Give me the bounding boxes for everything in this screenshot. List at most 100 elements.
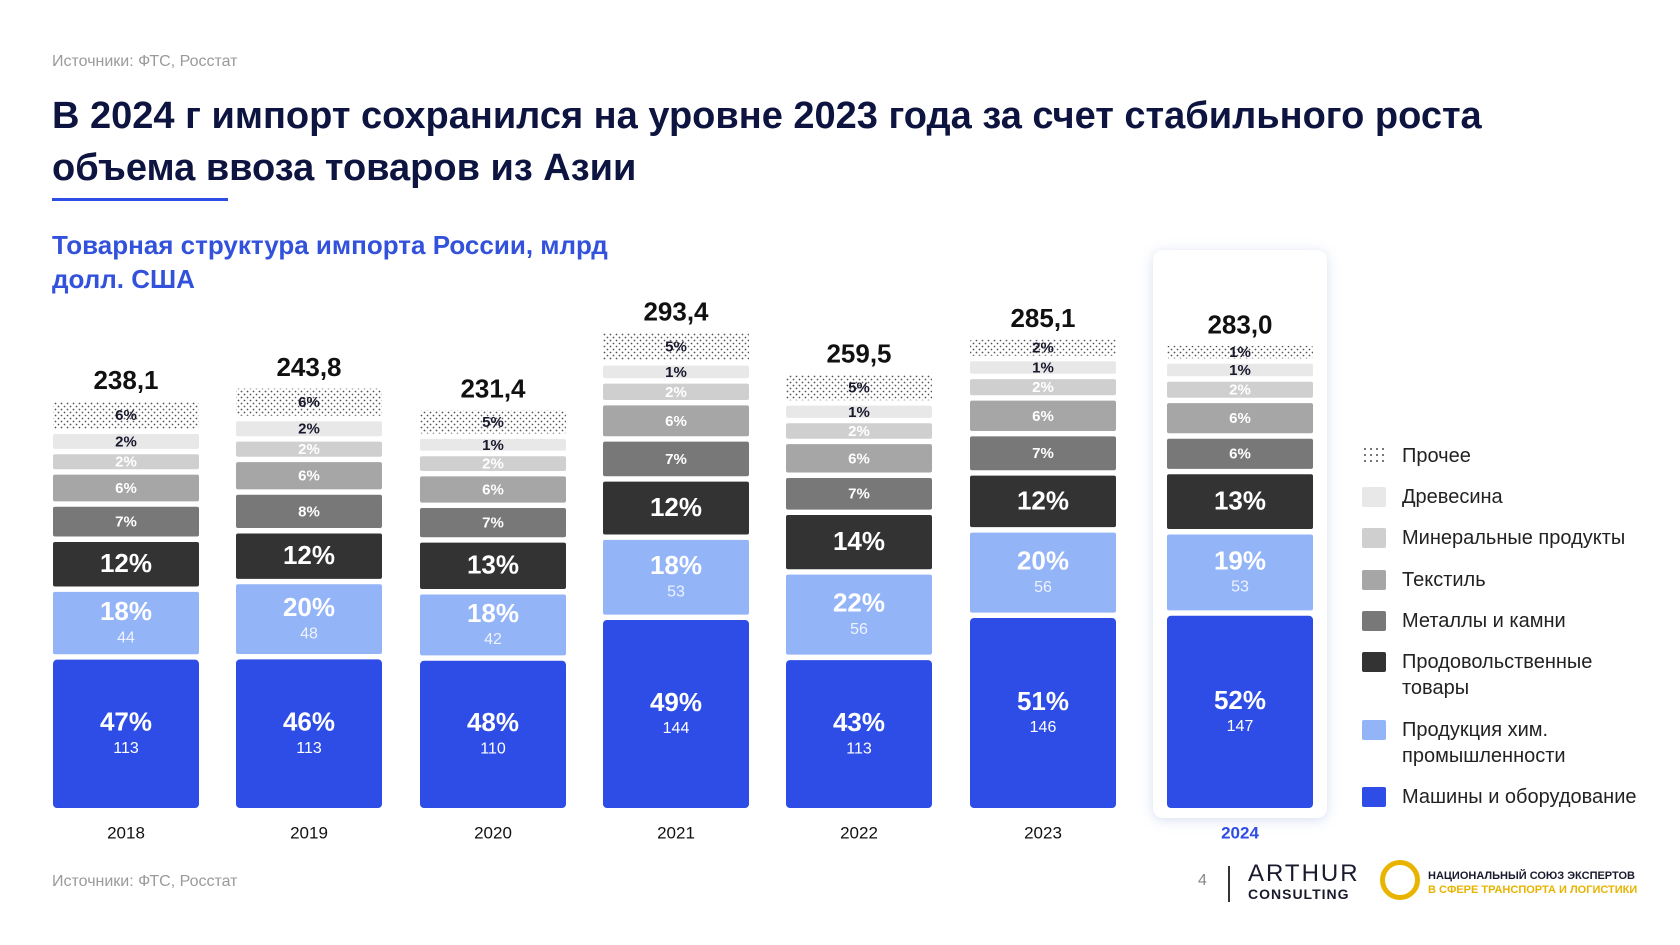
bar-segment — [236, 421, 382, 437]
data-label: 13% — [467, 550, 519, 580]
data-label: 2% — [665, 384, 687, 401]
title: В 2024 г импорт сохранился на уровне 202… — [52, 95, 1482, 189]
data-label: 6% — [298, 468, 320, 485]
data-label: 2% — [115, 454, 137, 471]
amount-label: 56 — [850, 621, 868, 638]
total-label: 259,5 — [826, 339, 891, 369]
separator — [1228, 866, 1230, 902]
data-label: 19% — [1214, 545, 1266, 575]
bar-segment — [1167, 403, 1313, 434]
legend-label: Металлы и камни — [1402, 610, 1566, 632]
legend-label: Древесина — [1402, 486, 1503, 508]
amount-label: 42 — [484, 631, 502, 648]
bar-segment — [420, 508, 566, 538]
data-label: 7% — [848, 486, 870, 503]
bar-segment — [603, 383, 749, 400]
data-label: 2% — [482, 456, 504, 473]
total-label: 238,1 — [93, 365, 158, 395]
bar-segment — [420, 542, 566, 590]
source: Источники: ФТС, Росстат — [52, 53, 238, 70]
legend-item: Продукция хим. промышленности — [1362, 717, 1662, 769]
legend-label: Продовольственные товары — [1402, 651, 1593, 699]
x-tick-label: 2018 — [107, 823, 145, 842]
legend-swatch — [1362, 446, 1386, 466]
data-label: 52% — [1214, 685, 1266, 715]
bar-segment — [970, 361, 1116, 374]
data-label: 18% — [467, 598, 519, 628]
data-label: 6% — [115, 480, 137, 497]
bar-segment — [603, 405, 749, 437]
bar-segment — [603, 481, 749, 535]
data-label: 6% — [1229, 410, 1251, 427]
bar-segment — [420, 476, 566, 503]
bar-segment — [53, 591, 199, 655]
bar-segment — [970, 400, 1116, 431]
bar-segment — [53, 541, 199, 587]
logo: ARTHUR CONSULTING — [1248, 862, 1360, 904]
total-label: 283,0 — [1207, 309, 1272, 339]
legend-item: Минеральные продукты — [1362, 525, 1662, 551]
total-label: 293,4 — [643, 296, 709, 326]
bar-segment — [53, 454, 199, 470]
page-number: 4 — [1198, 872, 1207, 889]
bar-segment — [420, 438, 566, 451]
logo-text: НАЦИОНАЛЬНЫЙ СОЮЗ ЭКСПЕРТОВ — [1428, 870, 1635, 882]
chart-title: Товарная структура импорта России, млрд … — [52, 230, 608, 294]
x-tick-label: 2024 — [1221, 823, 1259, 842]
data-label: 51% — [1017, 686, 1069, 716]
legend-swatch — [1362, 487, 1386, 507]
data-label: 2% — [1229, 382, 1251, 399]
legend-item: Продовольственные товары — [1362, 649, 1662, 701]
data-label: 8% — [298, 503, 320, 520]
bar-segment — [786, 660, 932, 808]
bar-segment — [236, 659, 382, 808]
total-label: 243,8 — [276, 352, 341, 382]
legend-swatch — [1362, 528, 1386, 548]
bar-segment — [603, 332, 749, 361]
logo: НАЦИОНАЛЬНЫЙ СОЮЗ ЭКСПЕРТОВ В СФЕРЕ ТРАН… — [1428, 869, 1637, 897]
bar-segment — [786, 405, 932, 418]
bar-segment — [786, 375, 932, 401]
legend-label: Продукция хим. промышленности — [1402, 719, 1566, 767]
data-label: 49% — [650, 687, 702, 717]
data-label: 12% — [100, 548, 152, 578]
legend-label: Текстиль — [1402, 569, 1486, 591]
data-label: 14% — [833, 526, 885, 556]
data-label: 1% — [1229, 362, 1251, 379]
bar-segment — [603, 365, 749, 379]
data-label: 1% — [482, 437, 504, 454]
amount-label: 113 — [113, 740, 139, 757]
legend-label: Минеральные продукты — [1402, 527, 1626, 549]
data-label: 6% — [1229, 446, 1251, 463]
data-label: 12% — [283, 540, 335, 570]
data-label: 7% — [482, 515, 504, 532]
total-label: 285,1 — [1010, 303, 1075, 333]
amount-label: 146 — [1030, 719, 1057, 736]
data-label: 12% — [650, 492, 702, 522]
legend-label: Машины и оборудование — [1402, 786, 1637, 808]
legend-swatch — [1362, 570, 1386, 590]
bar-segment — [786, 444, 932, 473]
amount-label: 48 — [300, 625, 318, 642]
x-tick-label: 2023 — [1024, 823, 1062, 842]
bar-segment — [236, 494, 382, 529]
x-tick-label: 2022 — [840, 823, 878, 842]
amount-label: 113 — [846, 740, 872, 757]
bar-segment — [236, 462, 382, 490]
logo-text: В СФЕРЕ ТРАНСПОРТА И ЛОГИСТИКИ — [1428, 884, 1638, 896]
bar-segment — [420, 660, 566, 808]
legend-swatch — [1362, 787, 1386, 807]
bar-segment — [420, 456, 566, 471]
data-label: 13% — [1214, 486, 1266, 516]
bar-segment — [1167, 474, 1313, 530]
legend-item: Машины и оборудование — [1362, 784, 1662, 810]
data-label: 6% — [298, 394, 320, 411]
legend-swatch — [1362, 611, 1386, 631]
bar-segment — [53, 474, 199, 502]
bar-segment — [786, 423, 932, 439]
bar-segment — [53, 506, 199, 537]
data-label: 2% — [115, 433, 137, 450]
data-label: 7% — [665, 451, 687, 468]
